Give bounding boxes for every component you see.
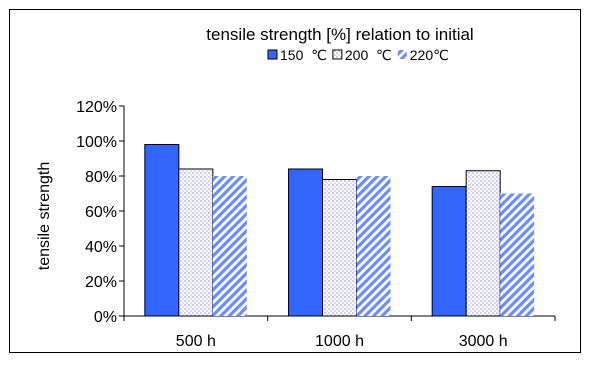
bar-3-500h	[212, 176, 247, 316]
bar-1-1000h	[288, 168, 323, 317]
bar-2-500h	[178, 169, 213, 316]
y-tick-label: 80%	[85, 169, 117, 186]
legend-label-3: 220℃	[410, 47, 449, 63]
x-tick-label: 3000 h	[459, 333, 508, 350]
y-tick-label: 60%	[85, 204, 117, 221]
bar-2-1000h	[322, 179, 357, 316]
y-tick-label: 120%	[76, 99, 117, 116]
legend-label-2: 200 ℃	[345, 47, 392, 63]
x-tick-label: 500 h	[176, 333, 216, 350]
legend: 150 ℃ 200 ℃ 220℃	[267, 47, 449, 63]
y-tick-label: 40%	[85, 239, 117, 256]
chart-title: tensile strength [%] relation to initial	[206, 25, 473, 44]
bar-1-3000h	[431, 186, 467, 317]
bar-2-3000h	[466, 170, 501, 316]
legend-swatch-3	[397, 50, 407, 59]
bar-3-3000h	[500, 193, 535, 316]
y-axis-label: tensile strength	[36, 162, 53, 271]
y-tick-label: 100%	[76, 134, 117, 151]
bar-3-1000h	[356, 176, 391, 316]
legend-swatch-1	[267, 49, 278, 60]
y-tick-label: 0%	[94, 309, 117, 326]
bar-1-500h	[144, 144, 180, 317]
legend-label-1: 150 ℃	[280, 47, 327, 63]
y-tick-label: 20%	[85, 274, 117, 291]
legend-swatch-2	[332, 49, 343, 60]
x-tick-label: 1000 h	[315, 333, 364, 350]
plot-area: 0% 20% 40% 60% 80% 100% 120% 500 h 1000 h 3000 h	[76, 99, 556, 350]
